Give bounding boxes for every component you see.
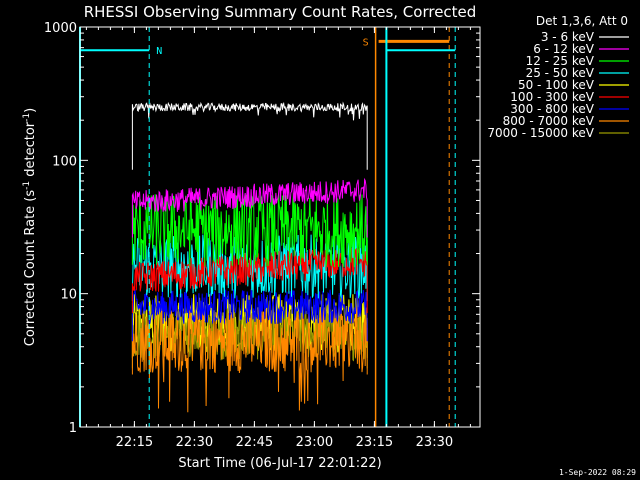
x-tick-label: 22:30 [176,435,213,450]
series-line [131,306,368,413]
y-axis: 1 10 100 1000 [44,21,480,436]
series-line [131,288,368,342]
annotation-label-s: S [363,37,369,48]
y-axis-label-sup1: -1 [22,181,32,190]
legend-entry-label: 7000 - 15000 keV [487,126,594,140]
y-tick-label: 1 [69,421,77,436]
x-axis: 22:15 22:30 22:45 23:00 23:15 23:30 [85,27,471,450]
x-tick-label: 23:15 [356,435,393,450]
data-layer [131,101,368,413]
x-tick-label: 23:30 [416,435,453,450]
y-axis-label-mid: detector [23,121,38,181]
annotation-label-n: N [156,46,162,57]
legend-entry-label: 3 - 6 keV [541,30,595,44]
series-line [131,192,368,268]
x-tick-label: 22:45 [236,435,273,450]
y-axis-label: Corrected Count Rate (s-1 detector-1) [22,108,38,346]
legend-title: Det 1,3,6, Att 0 [536,14,628,28]
y-axis-label-main: Corrected Count Rate (s [23,190,38,347]
plot-frame [79,26,481,428]
footer-timestamp: 1-Sep-2022 08:29 [559,468,636,477]
y-tick-label: 100 [52,154,77,169]
x-tick-label: 23:00 [296,435,333,450]
y-tick-label: 1000 [44,21,77,36]
y-axis-label-sup2: -1 [22,113,32,122]
legend-entry-label: 50 - 100 keV [518,78,595,92]
x-tick-label: 22:15 [116,435,153,450]
y-tick-label: 10 [60,288,77,303]
legend-entry-label: 12 - 25 keV [526,54,595,68]
y-axis-label-end: ) [23,108,38,113]
chart-title: RHESSI Observing Summary Count Rates, Co… [84,3,477,21]
legend-entry-label: 800 - 7000 keV [503,114,595,128]
series-line [131,101,368,170]
legend-entry-label: 25 - 50 keV [526,66,595,80]
x-axis-label: Start Time (06-Jul-17 22:01:22) [178,456,381,471]
series-line [131,177,368,238]
series-line [131,247,368,314]
legend-entry-label: 6 - 12 keV [533,42,595,56]
legend-entry-label: 300 - 800 keV [510,102,594,116]
legend-entry-label: 100 - 300 keV [510,90,594,104]
